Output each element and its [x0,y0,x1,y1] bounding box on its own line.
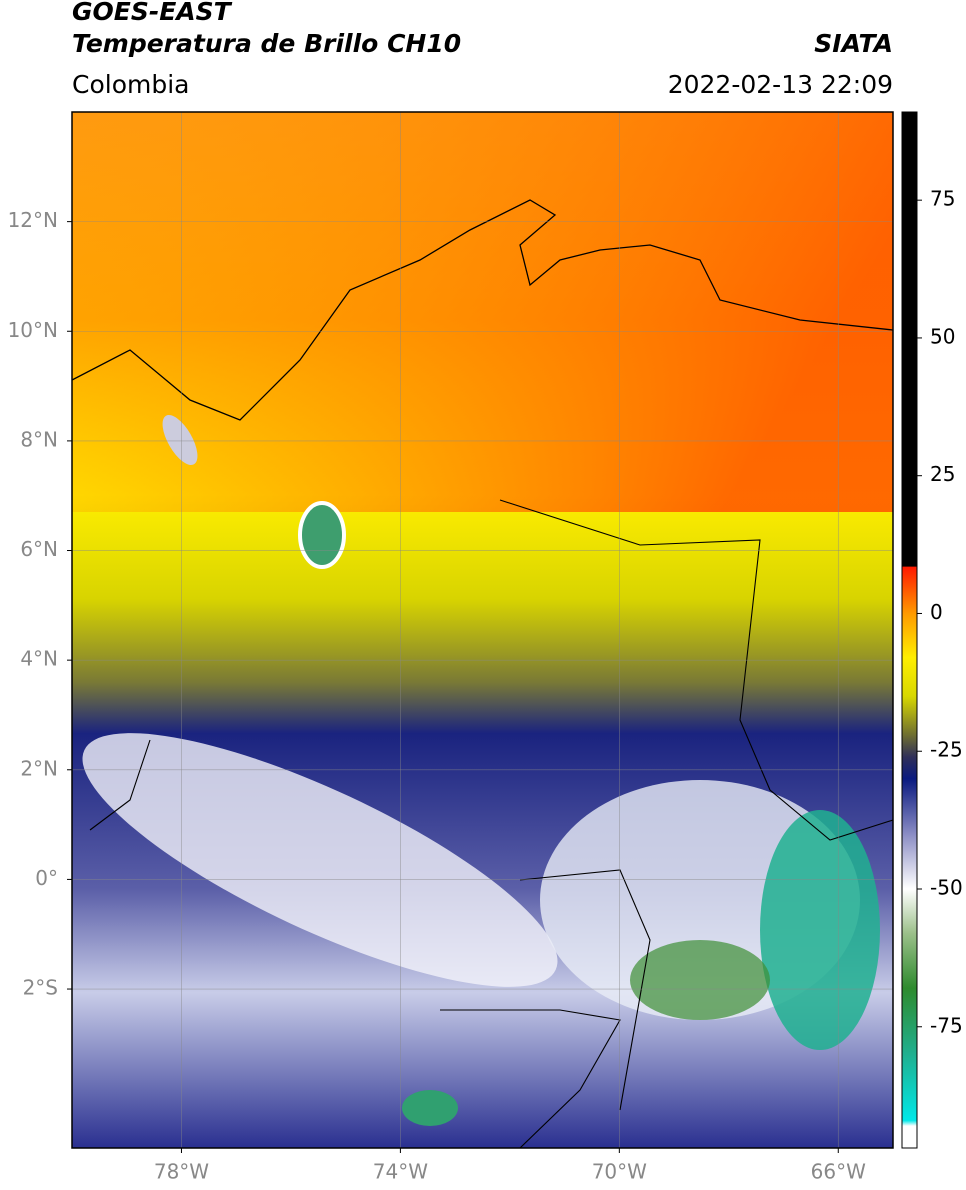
y-tick-label: 6°N [20,537,58,561]
map-frame [71,111,894,1149]
y-tick-label: 10°N [8,318,58,342]
datetime: 2022-02-13 22:09 [668,70,893,99]
y-tick-label: 12°N [8,208,58,232]
y-tick-label: 2°N [20,756,58,780]
colorbar-tick-label: 25 [930,462,955,486]
colorbar-tick-label: 0 [930,600,943,624]
region: Colombia [72,70,189,99]
source: SIATA [814,29,893,58]
title: GOES-EAST [72,0,233,26]
colorbar [901,111,918,1149]
colorbar-tick-label: -50 [930,876,963,900]
colorbar-tick-label: -75 [930,1013,963,1037]
y-tick-label: 2°S [23,976,58,1000]
colorbar-tick-label: 50 [930,324,955,348]
y-tick-label: 0° [35,866,58,890]
satellite-image [72,112,893,1148]
y-tick-label: 4°N [20,647,58,671]
x-tick-label: 70°W [592,1160,647,1184]
colorbar-tick-label: -25 [930,738,963,762]
y-tick-label: 8°N [20,427,58,451]
x-tick-label: 74°W [373,1160,428,1184]
x-tick-label: 78°W [154,1160,209,1184]
x-tick-label: 66°W [811,1160,866,1184]
subtitle: Temperatura de Brillo CH10 [72,29,461,58]
colorbar-tick-label: 75 [930,187,955,211]
